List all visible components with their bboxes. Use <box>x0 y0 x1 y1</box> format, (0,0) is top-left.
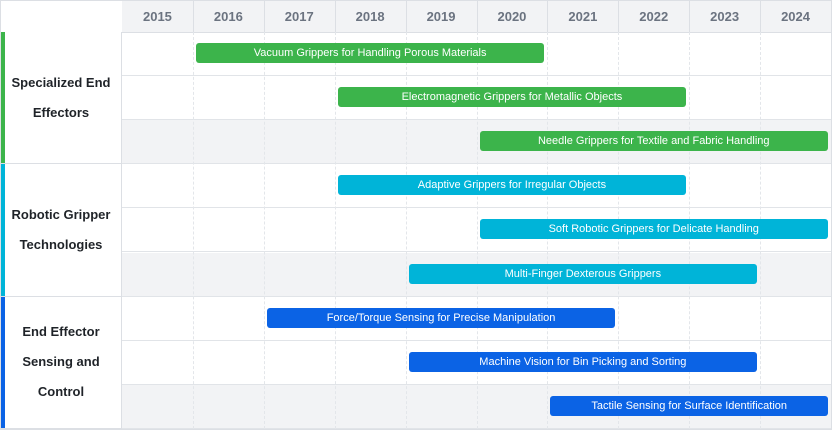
year-header-divider <box>760 1 761 32</box>
year-label-2017: 2017 <box>264 1 335 32</box>
year-gridline <box>193 32 194 429</box>
year-gridline <box>335 32 336 429</box>
category-column: Specialized End Effectors Robotic Gripper… <box>1 32 122 429</box>
year-header-divider <box>264 1 265 32</box>
year-label-2018: 2018 <box>335 1 406 32</box>
category-label: Specialized End Effectors <box>1 32 121 164</box>
year-label-2021: 2021 <box>547 1 618 32</box>
category-accent-strip <box>1 164 5 295</box>
task-bar: Adaptive Grippers for Irregular Objects <box>338 175 687 195</box>
year-header-divider <box>406 1 407 32</box>
category-accent-strip <box>1 32 5 163</box>
category-label-text: End Effector Sensing and Control <box>7 317 115 407</box>
year-label-2015: 2015 <box>122 1 193 32</box>
year-label-2024: 2024 <box>760 1 831 32</box>
category-label-text: Specialized End Effectors <box>7 68 115 128</box>
category-label-text: Robotic Gripper Technologies <box>7 200 115 260</box>
category-label: End Effector Sensing and Control <box>1 297 121 429</box>
year-header-divider <box>335 1 336 32</box>
year-label-2023: 2023 <box>689 1 760 32</box>
year-axis-header: 2015201620172018201920202021202220232024 <box>122 1 831 33</box>
year-label-2019: 2019 <box>406 1 477 32</box>
year-gridline <box>264 32 265 429</box>
category-accent-strip <box>1 297 5 428</box>
year-header-divider <box>477 1 478 32</box>
year-header-divider <box>618 1 619 32</box>
task-bar: Needle Grippers for Textile and Fabric H… <box>480 131 829 151</box>
task-bar: Force/Torque Sensing for Precise Manipul… <box>267 308 616 328</box>
year-label-2020: 2020 <box>477 1 548 32</box>
year-header-divider <box>193 1 194 32</box>
task-bar: Tactile Sensing for Surface Identificati… <box>550 396 828 416</box>
task-bar: Vacuum Grippers for Handling Porous Mate… <box>196 43 545 63</box>
year-header-divider <box>547 1 548 32</box>
year-label-2022: 2022 <box>618 1 689 32</box>
task-bar: Electromagnetic Grippers for Metallic Ob… <box>338 87 687 107</box>
task-bar: Soft Robotic Grippers for Delicate Handl… <box>480 219 829 239</box>
task-bar: Multi-Finger Dexterous Grippers <box>409 264 758 284</box>
category-label: Robotic Gripper Technologies <box>1 164 121 296</box>
year-label-2016: 2016 <box>193 1 264 32</box>
year-header-divider <box>689 1 690 32</box>
task-bar: Machine Vision for Bin Picking and Sorti… <box>409 352 758 372</box>
